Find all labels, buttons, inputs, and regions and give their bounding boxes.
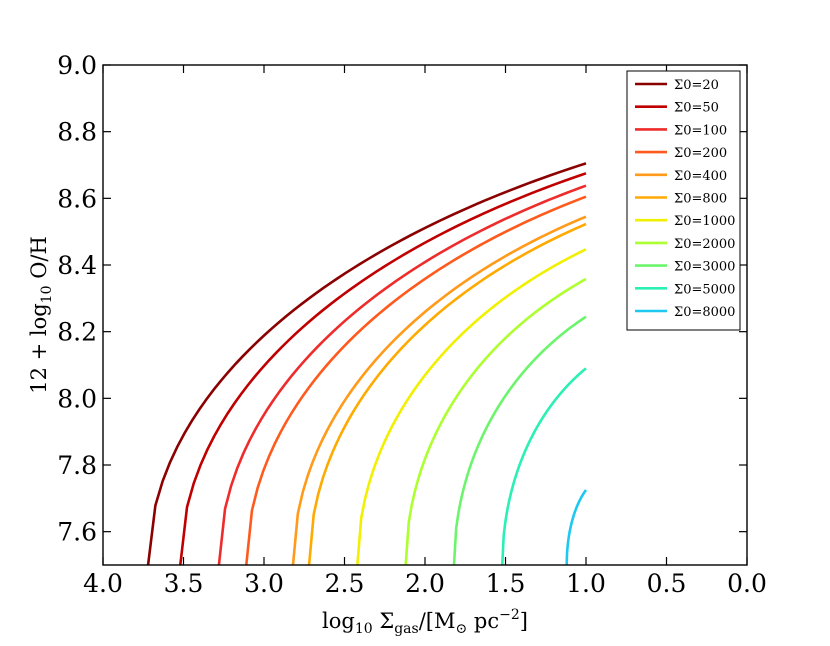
series-line — [404, 277, 587, 566]
y-axis-label: 12 + log10 O/H — [27, 236, 55, 394]
legend: Σ0=20 Σ0=50 Σ0=100 Σ0=200 Σ0=400 Σ0=800 Σ0=100… — [626, 70, 741, 331]
series-line — [217, 184, 587, 566]
legend-label: Σ0=8000 — [674, 305, 735, 320]
legend-label: Σ0=800 — [674, 192, 727, 207]
x-tick-label: 3.5 — [164, 569, 204, 598]
y-tick-label: 7.8 — [57, 451, 97, 480]
legend-label: Σ0=100 — [674, 123, 727, 138]
series-line — [146, 162, 587, 566]
series-line — [178, 172, 587, 566]
y-tick-label: 9.0 — [57, 51, 97, 80]
x-tick-label: 1.5 — [486, 569, 526, 598]
x-tick-label: 3.0 — [244, 569, 284, 598]
series-line — [452, 315, 587, 566]
legend-label: Σ0=50 — [674, 101, 719, 116]
series-line — [356, 248, 587, 566]
legend-label: Σ0=2000 — [674, 237, 735, 252]
y-tick-label: 8.8 — [57, 118, 97, 147]
x-tick-label: 2.5 — [325, 569, 365, 598]
legend-label: Σ0=1000 — [674, 214, 735, 229]
y-tick-label: 8.2 — [57, 318, 97, 347]
legend-label: Σ0=200 — [674, 146, 727, 161]
y-tick-label: 8.0 — [57, 384, 97, 413]
legend-label: Σ0=400 — [674, 169, 727, 184]
series-line — [565, 489, 588, 566]
x-tick-label: 0.0 — [727, 569, 767, 598]
x-tick-label: 1.0 — [566, 569, 606, 598]
y-tick-label: 7.6 — [57, 518, 97, 547]
x-tick-label: 2.0 — [405, 569, 445, 598]
x-tick-label: 0.5 — [647, 569, 687, 598]
series-layer — [146, 162, 588, 566]
ticks-layer: 4.0 3.5 3.0 2.5 2.0 1.5 1.0 0.5 0.0 7.6 7.8 8.0 8.2 8… — [57, 51, 767, 598]
x-tick-label: 4.0 — [83, 569, 123, 598]
y-tick-label: 8.4 — [57, 251, 97, 280]
series-line — [244, 195, 587, 566]
series-line — [500, 367, 587, 566]
legend-box — [626, 70, 741, 331]
legend-label: Σ0=20 — [674, 78, 719, 93]
y-tick-label: 8.6 — [57, 184, 97, 213]
x-axis-label: log10 Σgas/[M⊙ pc−2] — [322, 607, 528, 637]
series-line — [291, 215, 587, 566]
legend-label: Σ0=3000 — [674, 260, 735, 275]
series-line — [307, 222, 587, 566]
legend-label: Σ0=5000 — [674, 282, 735, 297]
